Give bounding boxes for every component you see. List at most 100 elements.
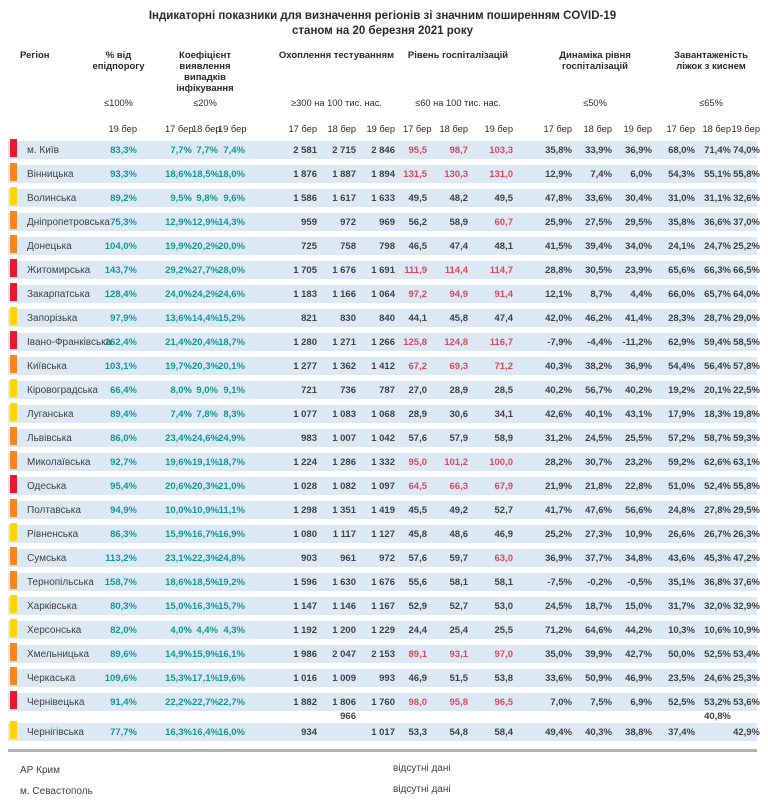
region-name: Сумська [27,552,67,564]
cell-test-1: 1 277 [293,360,317,372]
cell-test-2: 758 [340,240,356,252]
cell-hosp-1: 95,5 [408,144,428,156]
cell-test-3: 1 412 [371,360,395,372]
cell-hosp-2: 30,6 [449,408,469,420]
cell-beds-1: 10,3% [668,624,695,636]
cell-beds-2: 55,1% [704,168,731,180]
cell-coef-2: 9,0% [196,384,218,396]
cell-dyn-1: 41,5% [545,240,572,252]
cell-hosp-3: 58,4 [494,726,514,738]
status-marker [10,307,17,325]
cell-hosp-3: 131,0 [489,168,513,180]
cell-dyn-1: 47,8% [545,192,572,204]
cell-coef-1: 8,0% [170,384,192,396]
cell-hosp-3: 52,7 [494,504,514,516]
cell-dyn-3: 6,9% [630,696,652,708]
cell-coef-1: 24,0% [165,288,192,300]
cell-epid: 104,0% [104,240,137,252]
table-row: Донецька 104,0% 19,9% 20,2% 20,0% 725 758 798 46… [8,235,760,255]
page-title: Індикаторні показники для визначення рег… [8,0,757,39]
cell-dyn-2: 38,2% [585,360,612,372]
region-name: м. Київ [27,144,59,156]
cell-test-2: 1 887 [332,168,356,180]
cell-coef-3: 14,3% [218,216,245,228]
region-cell: Тернопільська [8,571,100,591]
region-name: Луганська [27,408,74,420]
cell-coef-2: 20,2% [192,240,219,252]
column-date-coef: 19 бер [218,123,247,134]
cell-beds-3: 66,5% [733,264,760,276]
cell-test-2: 961 [340,552,356,564]
cell-coef-2: 16,7% [192,528,219,540]
region-cell: Вінницька [8,163,100,183]
cell-coef-3: 21,0% [218,480,245,492]
cell-dyn-1: 35,8% [545,144,572,156]
cell-beds-1: 59,2% [668,456,695,468]
cell-coef-3: 7,4% [223,144,245,156]
table-row: Полтавська 94,9% 10,0% 10,9% 11,1% 1 298 1 351… [8,499,760,519]
cell-coef-1: 7,7% [170,144,192,156]
cell-hosp-1: 57,6 [408,552,428,564]
table-row: Хмельницька 89,6% 14,9% 15,9% 16,1% 1 986 2 04… [8,643,760,663]
cell-coef-1: 21,4% [165,336,192,348]
footer-region-name: АР Крим [20,765,60,776]
cell-dyn-3: 25,5% [625,432,652,444]
cell-test-3: 1 332 [371,456,395,468]
cell-coef-2: 27,7% [192,264,219,276]
cell-beds-3: 37,6% [733,576,760,588]
status-marker [10,691,17,709]
cell-beds-3: 55,8% [733,168,760,180]
status-marker [10,619,17,637]
region-name: Львівська [27,432,72,444]
cell-beds-3: 53,6% [733,696,760,708]
cell-coef-3: 16,1% [218,648,245,660]
cell-epid: 97,9% [110,312,137,324]
cell-beds-2: 53,2% [704,696,731,708]
cell-dyn-2: 39,4% [585,240,612,252]
column-threshold-epid: ≤100% [104,97,133,108]
cell-test-1: 1 882 [293,696,317,708]
cell-beds-2: 36,8% [704,576,731,588]
cell-test-3: 1 760 [371,696,395,708]
cell-hosp-1: 125,8 [403,336,427,348]
cell-beds-2: 66,3% [704,264,731,276]
cell-coef-2: 24,6% [192,432,219,444]
cell-dyn-1: 71,2% [545,624,572,636]
region-cell: Сумська [8,547,100,567]
region-cell: Донецька [8,235,100,255]
cell-dyn-2: 7,4% [590,168,612,180]
cell-beds-2: 20,1% [704,384,731,396]
cell-hosp-1: 49,5 [408,192,428,204]
cell-coef-3: 15,7% [218,600,245,612]
cell-beds-3: 53,4% [733,648,760,660]
cell-beds-1: 57,2% [668,432,695,444]
cell-coef-1: 22,2% [165,696,192,708]
cell-dyn-1: 40,3% [545,360,572,372]
cell-hosp-1: 97,2 [408,288,428,300]
cell-beds-2: 58,7% [704,432,731,444]
cell-hosp-2: 28,9 [449,384,469,396]
cell-hosp-3: 71,2 [494,360,514,372]
cell-epid: 113,2% [105,552,137,564]
cell-hosp-2: 101,2 [444,456,468,468]
cell-coef-1: 19,7% [165,360,192,372]
region-name: Рівненська [27,528,79,540]
region-cell: Луганська [8,403,100,423]
cell-beds-3: 29,0% [733,312,760,324]
cell-epid: 158,7% [104,576,137,588]
table-row: Закарпатська 128,4% 24,0% 24,2% 24,6% 1 183 1 … [8,283,760,303]
footer-region-name: м. Севастополь [20,786,93,797]
cell-coef-2: 7,7% [196,144,218,156]
region-name: Чернігівська [27,726,84,738]
cell-hosp-1: 28,9 [408,408,428,420]
cell-epid: 80,3% [110,600,137,612]
cell-dyn-1: 25,2% [545,528,572,540]
cell-coef-2: 10,9% [192,504,219,516]
region-cell: Хмельницька [8,643,100,663]
cell-hosp-3: 67,9 [494,480,514,492]
status-marker [10,523,17,541]
cell-test-1: 959 [301,216,317,228]
cell-test-3: 1 691 [371,264,395,276]
cell-hosp-2: 69,3 [449,360,469,372]
cell-dyn-3: 22,8% [625,480,652,492]
